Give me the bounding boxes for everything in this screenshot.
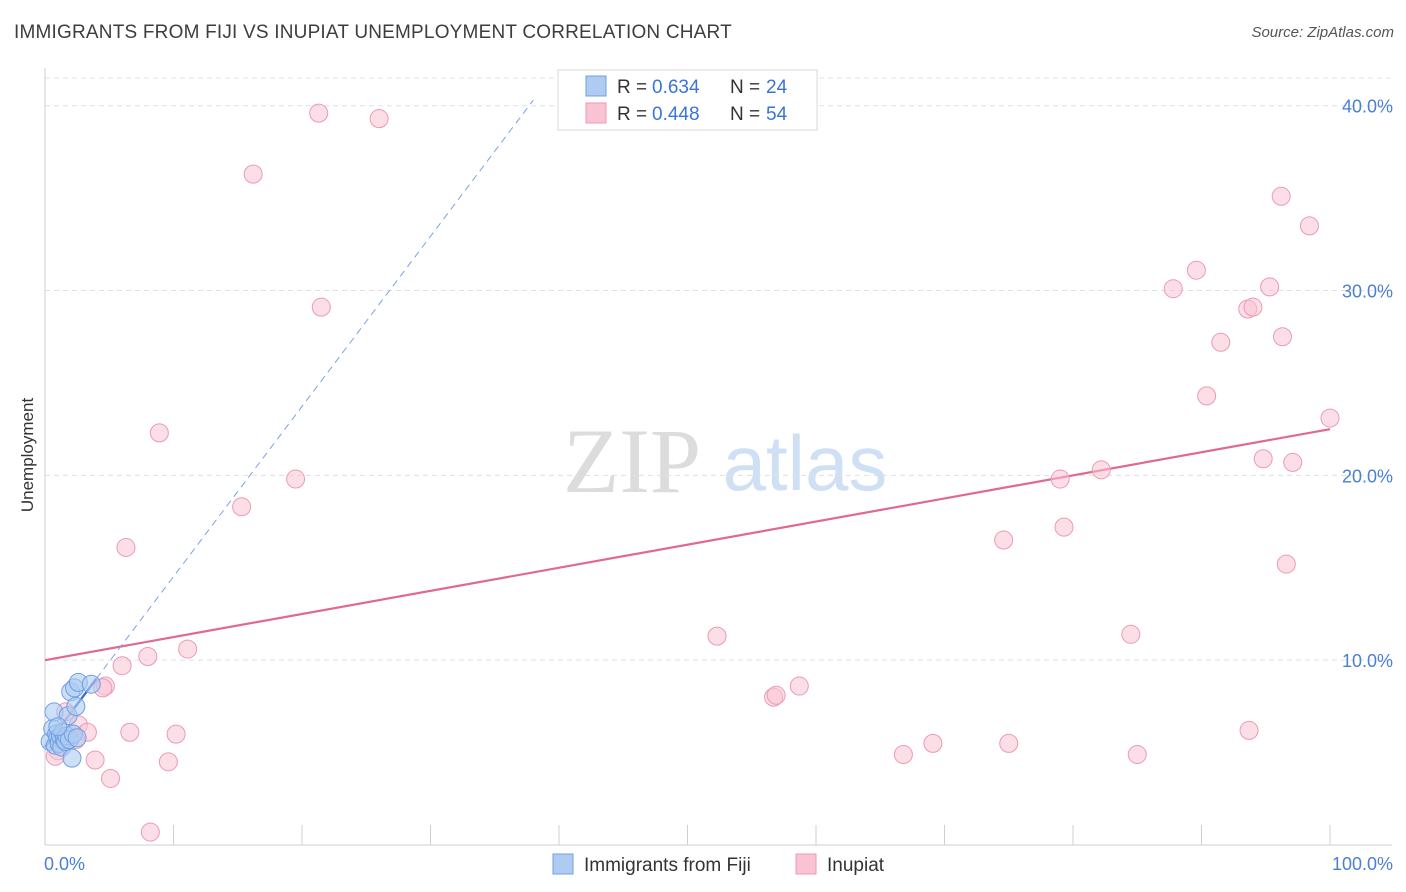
tick-labels: 10.0% 20.0% 30.0% 40.0% 0.0% 100.0% — [44, 97, 1393, 874]
inupiat-point-18 — [166, 724, 186, 744]
source-label: Source: ZipAtlas.com — [1251, 24, 1394, 41]
inupiat-point-0 — [309, 103, 329, 123]
bottom-legend-label-fiji: Immigrants from Fiji — [584, 855, 751, 876]
inupiat-point-6 — [232, 497, 252, 517]
inupiat-point-38 — [1127, 744, 1147, 764]
inupiat-point-34 — [1050, 469, 1070, 489]
inupiat-point-5 — [286, 469, 306, 489]
inupiat-point-41 — [1197, 386, 1217, 406]
inupiat-point-31 — [923, 733, 943, 753]
fiji-points — [40, 672, 101, 768]
legend-swatch-inupiat — [585, 102, 607, 124]
inupiat-points — [45, 103, 1340, 842]
inupiat-point-40 — [1186, 260, 1206, 280]
y-axis-label: Unemployment — [18, 398, 37, 513]
axes — [44, 68, 1392, 846]
fiji-point-22 — [81, 674, 101, 694]
fiji-point-16 — [62, 748, 82, 768]
inupiat-point-2 — [243, 164, 263, 184]
bottom-legend-label-inupiat: Inupiat — [827, 855, 885, 876]
inupiat-point-51 — [1283, 452, 1303, 472]
inupiat-trend-line — [44, 428, 1331, 662]
inupiat-point-53 — [1320, 408, 1340, 428]
bottom-legend-swatch-inupiat — [795, 853, 817, 875]
inupiat-point-25 — [140, 822, 160, 842]
inupiat-point-9 — [138, 646, 158, 666]
fiji-trend-extension — [96, 99, 534, 679]
x-tick-label-1: 100.0% — [1332, 854, 1393, 874]
inupiat-point-33 — [994, 530, 1014, 550]
inupiat-point-30 — [893, 744, 913, 764]
inupiat-point-46 — [1253, 449, 1273, 469]
legend-r-label-inupiat: R = — [617, 104, 647, 125]
inupiat-point-49 — [1272, 327, 1292, 347]
inupiat-point-28 — [766, 685, 786, 705]
fiji-point-20 — [67, 728, 87, 748]
y-tick-label-3: 40.0% — [1342, 97, 1393, 117]
series-legend: Immigrants from Fiji Inupiat — [552, 853, 885, 876]
inupiat-point-44 — [1243, 297, 1263, 317]
inupiat-point-1 — [369, 109, 389, 129]
inupiat-point-42 — [1211, 332, 1231, 352]
inupiat-point-24 — [101, 768, 121, 788]
watermark-zip: ZIP — [563, 410, 701, 512]
inupiat-point-52 — [1299, 216, 1319, 236]
inupiat-point-17 — [120, 722, 140, 742]
correlation-legend: R = 0.634 N = 24 R = 0.448 N = 54 — [557, 69, 818, 131]
inupiat-point-10 — [112, 656, 132, 676]
watermark-atlas: atlas — [723, 419, 888, 507]
grid-lines — [45, 77, 1392, 661]
legend-swatch-fiji — [585, 75, 607, 97]
inupiat-point-35 — [1054, 517, 1074, 537]
inupiat-point-7 — [116, 537, 136, 557]
legend-n-label-inupiat: N = — [730, 104, 760, 125]
y-tick-label-0: 10.0% — [1342, 651, 1393, 671]
inupiat-point-3 — [311, 297, 331, 317]
y-tick-label-1: 20.0% — [1342, 466, 1393, 486]
bottom-legend-swatch-fiji — [552, 853, 574, 875]
chart-title: IMMIGRANTS FROM FIJI VS INUPIAT UNEMPLOY… — [14, 22, 732, 43]
legend-n-value-inupiat: 54 — [766, 104, 788, 125]
inupiat-point-50 — [1276, 554, 1296, 574]
inupiat-point-8 — [178, 639, 198, 659]
legend-r-value-fiji: 0.634 — [652, 77, 700, 98]
inupiat-point-22 — [85, 750, 105, 770]
inupiat-point-47 — [1260, 277, 1280, 297]
inupiat-point-45 — [1239, 720, 1259, 740]
legend-n-label-fiji: N = — [730, 77, 760, 98]
inupiat-point-39 — [1163, 279, 1183, 299]
x-tick-label-0: 0.0% — [44, 854, 85, 874]
inupiat-point-37 — [1121, 624, 1141, 644]
inupiat-point-36 — [1091, 460, 1111, 480]
inupiat-point-4 — [149, 423, 169, 443]
legend-r-label-fiji: R = — [617, 77, 647, 98]
inupiat-point-32 — [999, 733, 1019, 753]
fiji-point-23 — [48, 717, 68, 737]
y-tick-label-2: 30.0% — [1342, 282, 1393, 302]
inupiat-point-26 — [707, 626, 727, 646]
inupiat-point-23 — [158, 752, 178, 772]
inupiat-point-48 — [1271, 186, 1291, 206]
legend-r-value-inupiat: 0.448 — [652, 104, 700, 125]
legend-n-value-fiji: 24 — [766, 77, 788, 98]
fiji-point-19 — [66, 696, 86, 716]
inupiat-point-29 — [789, 676, 809, 696]
